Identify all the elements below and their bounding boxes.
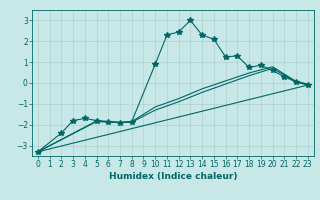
X-axis label: Humidex (Indice chaleur): Humidex (Indice chaleur) bbox=[108, 172, 237, 181]
